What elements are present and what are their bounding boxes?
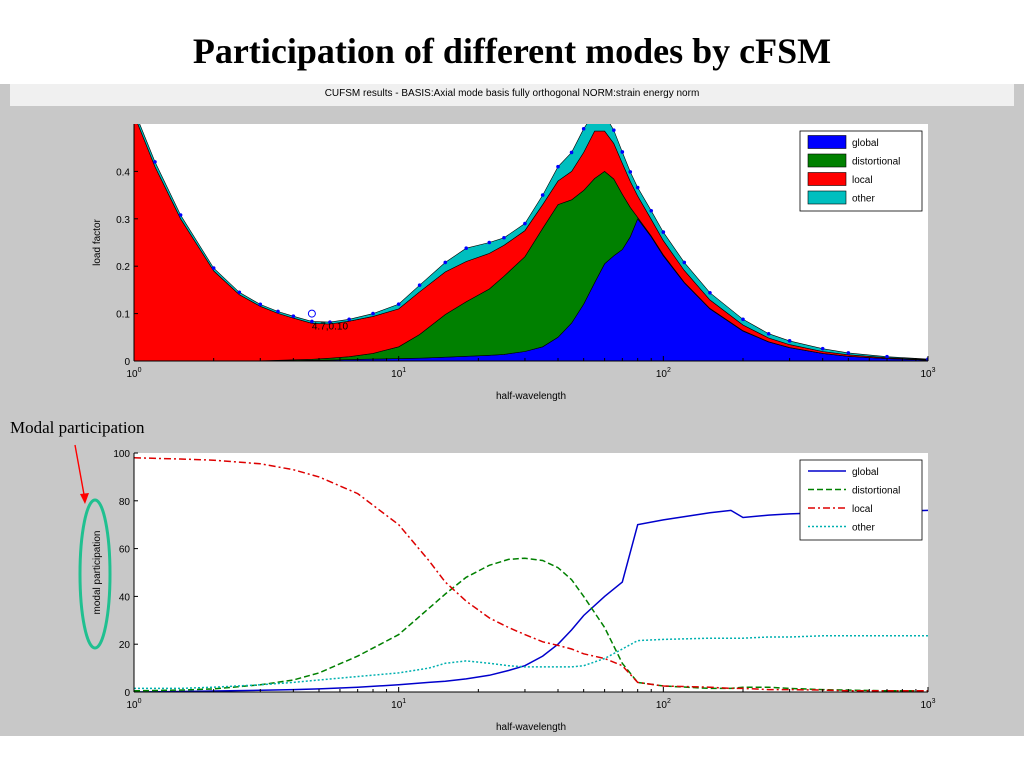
data-point — [276, 309, 280, 314]
y-axis-label: load factor — [92, 218, 103, 265]
data-point — [628, 170, 633, 174]
data-point — [649, 208, 654, 213]
data-point — [291, 314, 296, 319]
data-point — [310, 319, 314, 324]
data-point — [523, 221, 527, 226]
data-point — [132, 108, 136, 112]
y-tick-label: 0.3 — [116, 215, 130, 226]
y-tick-label: 80 — [119, 497, 131, 508]
x-tick-label: 103 — [920, 367, 935, 380]
data-point — [487, 240, 492, 245]
data-point — [846, 351, 851, 355]
callout-label: Modal participation — [10, 418, 145, 437]
data-point — [464, 246, 469, 250]
y-axis-label: modal participation — [92, 531, 103, 615]
x-tick-label: 100 — [126, 367, 141, 380]
data-point — [417, 283, 422, 287]
min-marker — [307, 309, 316, 318]
data-point — [347, 317, 351, 322]
data-point — [443, 260, 448, 265]
line-distortional — [134, 557, 928, 692]
data-point — [328, 320, 332, 324]
data-point — [371, 311, 375, 316]
data-point — [237, 290, 242, 295]
data-point — [766, 331, 771, 336]
line-other — [134, 635, 928, 690]
legend-label-other: other — [852, 194, 875, 205]
plot-marks — [132, 108, 928, 361]
slide-title: Participation of different modes by cFSM — [192, 31, 832, 71]
y-tick-label: 0 — [124, 357, 130, 368]
legend-label-local: local — [852, 175, 873, 186]
x-tick-label: 102 — [656, 367, 671, 380]
y-tick-label: 0.4 — [116, 167, 130, 178]
x-tick-label: 102 — [656, 698, 671, 711]
data-point — [635, 185, 640, 190]
legend-label-other: other — [852, 523, 875, 534]
figure-header-bar — [10, 84, 1014, 106]
data-point — [612, 128, 616, 132]
data-point — [593, 110, 597, 114]
data-point — [885, 354, 889, 359]
y-tick-label: 40 — [119, 592, 131, 603]
legend-label-distortional: distortional — [852, 157, 900, 168]
y-tick-label: 0.1 — [116, 310, 130, 321]
legend: global distortional local other — [799, 130, 923, 212]
area-other — [137, 124, 928, 360]
plot-area — [134, 453, 928, 692]
data-point — [569, 150, 574, 155]
figure-header-text: CUFSM results - BASIS:Axial mode basis f… — [324, 88, 700, 99]
data-point — [178, 213, 183, 217]
callout-arrowhead — [80, 493, 89, 504]
line-local — [134, 457, 928, 692]
data-point — [787, 339, 792, 343]
y-tick-label: 100 — [113, 449, 130, 460]
legend-swatch-global — [807, 135, 847, 149]
x-tick-label: 103 — [920, 698, 935, 711]
data-point — [556, 164, 560, 169]
data-point — [603, 113, 607, 117]
chart-1: 4.7,0.10 0 0.1 0.2 0.3 0.4 100 101 102 103 half-wa… — [92, 108, 936, 402]
chart-2: 0 20 40 60 80 100 100 101 102 103 half-wavelength m… — [92, 449, 936, 733]
data-point — [396, 302, 401, 306]
legend-label-global: global — [852, 138, 879, 149]
legend: global distortional local other — [799, 459, 923, 541]
data-point — [682, 260, 687, 265]
x-tick-label: 101 — [391, 367, 406, 380]
data-point — [661, 230, 666, 234]
data-point — [620, 150, 625, 154]
line-global — [134, 509, 928, 692]
x-axis-label: half-wavelength — [496, 722, 566, 733]
plot-marks — [134, 457, 928, 692]
data-point — [708, 290, 712, 295]
callout-ellipse — [78, 498, 112, 650]
y-tick-label: 0.2 — [116, 262, 130, 273]
data-point — [540, 193, 545, 197]
x-axis-label: half-wavelength — [496, 391, 566, 402]
x-tick-label: 101 — [391, 698, 406, 711]
legend-swatch-local — [807, 172, 847, 186]
x-tick-label: 100 — [126, 698, 141, 711]
data-point — [581, 126, 586, 131]
data-point — [741, 317, 745, 322]
legend-swatch-other — [807, 190, 847, 205]
data-point — [211, 266, 216, 270]
annotation-label: 4.7,0.10 — [312, 322, 349, 333]
legend-swatch-distortional — [807, 153, 847, 168]
y-tick-label: 20 — [119, 640, 131, 651]
y-tick-label: 60 — [119, 545, 131, 556]
y-tick-label: 0 — [124, 688, 130, 699]
legend-label-local: local — [852, 504, 873, 515]
legend-label-distortional: distortional — [852, 486, 900, 497]
data-point — [258, 302, 263, 307]
legend-label-global: global — [852, 467, 879, 478]
callout-arrow — [74, 444, 86, 501]
data-point — [820, 346, 825, 351]
data-point — [153, 160, 157, 164]
data-point — [502, 235, 506, 240]
